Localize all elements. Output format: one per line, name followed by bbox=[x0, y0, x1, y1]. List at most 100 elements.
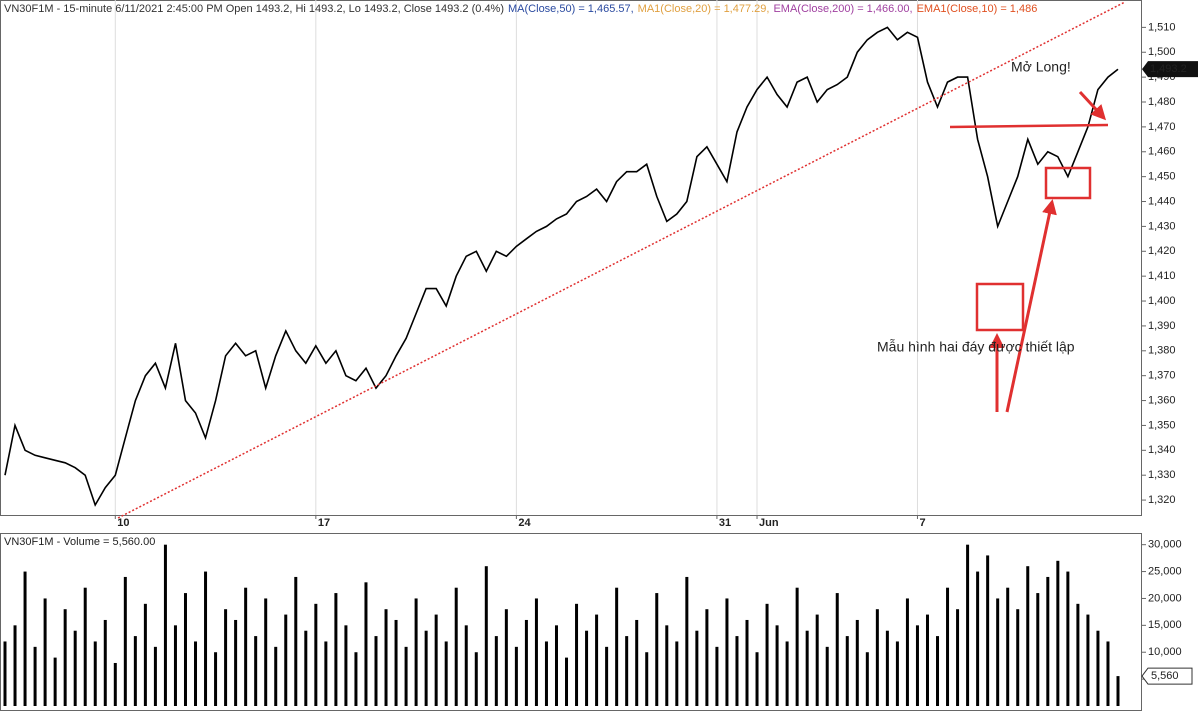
volume-bar bbox=[996, 598, 1000, 706]
volume-bar bbox=[655, 593, 659, 706]
volume-bar bbox=[1076, 603, 1080, 706]
volume-bar bbox=[464, 625, 468, 706]
volume-bar bbox=[524, 619, 528, 706]
volume-bar bbox=[63, 609, 67, 706]
last-value-tag bbox=[1141, 667, 1193, 685]
arrow bbox=[1078, 90, 1107, 121]
x-tick-label: 7 bbox=[919, 517, 925, 529]
volume-bar bbox=[1016, 609, 1020, 706]
volume-bar bbox=[875, 609, 879, 706]
volume-bar bbox=[304, 630, 308, 706]
y-tick-label: 1,390 bbox=[1148, 320, 1176, 332]
volume-bar bbox=[946, 587, 950, 706]
volume-bar bbox=[354, 652, 358, 706]
volume-bar bbox=[775, 625, 779, 706]
volume-bar bbox=[514, 646, 518, 706]
volume-bar bbox=[534, 598, 538, 706]
y-tick-label: 10,000 bbox=[1148, 646, 1182, 658]
volume-bar bbox=[665, 625, 669, 706]
volume-bar bbox=[1066, 571, 1070, 706]
y-tick-label: 1,360 bbox=[1148, 394, 1176, 406]
header-part: EMA(Close,200) = 1,466.00, bbox=[773, 3, 912, 15]
y-tick-label: 1,330 bbox=[1148, 469, 1176, 481]
grid bbox=[114, 0, 918, 515]
volume-bar bbox=[13, 625, 17, 706]
x-tick-label: 31 bbox=[719, 517, 731, 529]
volume-bar bbox=[364, 582, 368, 706]
y-tick-label: 1,350 bbox=[1148, 419, 1176, 431]
volume-bar bbox=[424, 630, 428, 706]
y-tick-label: 1,340 bbox=[1148, 444, 1176, 456]
volume-bar bbox=[905, 598, 909, 706]
volume-bar bbox=[725, 598, 729, 706]
annotation: Mở Long! bbox=[1011, 59, 1071, 75]
volume-bar bbox=[1006, 587, 1010, 706]
volume-bar bbox=[595, 614, 599, 706]
volume-bar bbox=[835, 593, 839, 706]
volume-bar bbox=[925, 614, 929, 706]
volume-bar bbox=[865, 652, 869, 706]
volume-bar bbox=[133, 636, 137, 706]
volume-bar bbox=[615, 587, 619, 706]
volume-bar bbox=[1096, 630, 1100, 706]
volume-bar bbox=[575, 603, 579, 706]
volume-bar bbox=[454, 587, 458, 706]
volume-bar bbox=[494, 636, 498, 706]
volume-bar bbox=[554, 625, 558, 706]
volume-title: VN30F1M - Volume = 5,560.00 bbox=[4, 536, 155, 548]
neckline bbox=[949, 123, 1109, 129]
volume-bar bbox=[264, 598, 268, 706]
last-value-label: 1,493.2 bbox=[1150, 63, 1187, 75]
volume-bar bbox=[23, 571, 27, 706]
volume-bar bbox=[484, 566, 488, 706]
volume-bar bbox=[143, 603, 147, 706]
last-value-label: 5,560 bbox=[1151, 670, 1179, 682]
volume-bar bbox=[153, 646, 157, 706]
volume-bar bbox=[855, 619, 859, 706]
volume-bar bbox=[314, 603, 318, 706]
volume-bar bbox=[755, 652, 759, 706]
y-tick-label: 1,510 bbox=[1148, 21, 1176, 33]
volume-bar bbox=[43, 598, 47, 706]
volume-bar bbox=[163, 544, 167, 706]
volume-bar bbox=[795, 587, 799, 706]
y-tick-label: 1,450 bbox=[1148, 171, 1176, 183]
header-part: EMA1(Close,10) = 1,486 bbox=[917, 3, 1038, 15]
volume-bar bbox=[214, 652, 218, 706]
price-line bbox=[4, 26, 1119, 507]
volume-bar bbox=[1046, 576, 1050, 706]
volume-bar bbox=[785, 641, 789, 706]
volume-bar bbox=[194, 641, 198, 706]
volume-bar bbox=[885, 630, 889, 706]
volume-bar bbox=[1116, 676, 1120, 706]
trend-line bbox=[117, 1, 1126, 519]
y-tick-label: 1,380 bbox=[1148, 345, 1176, 357]
volume-bar bbox=[324, 641, 328, 706]
x-tick-label: 17 bbox=[318, 517, 330, 529]
volume-bar bbox=[394, 619, 398, 706]
last-value-tag bbox=[1142, 61, 1198, 78]
annotation: Mẫu hình hai đáy được thiết lập bbox=[877, 339, 1075, 355]
volume-bar bbox=[986, 555, 990, 706]
volume-bar bbox=[53, 657, 57, 706]
volume-bar bbox=[123, 576, 127, 706]
volume-bar bbox=[625, 636, 629, 706]
y-tick-label: 1,400 bbox=[1148, 295, 1176, 307]
volume-bar bbox=[404, 646, 408, 706]
x-tick-label: 10 bbox=[117, 517, 129, 529]
header-part: MA1(Close,20) = 1,477.29, bbox=[638, 3, 770, 15]
volume-bar bbox=[1056, 560, 1060, 706]
y-tick-label: 1,460 bbox=[1148, 146, 1176, 158]
y-tick-label: 15,000 bbox=[1148, 619, 1182, 631]
volume-bar bbox=[334, 593, 338, 706]
volume-bar bbox=[805, 630, 809, 706]
volume-bar bbox=[976, 571, 980, 706]
volume-bar bbox=[294, 576, 298, 706]
volume-bar bbox=[605, 646, 609, 706]
y-tick-label: 1,470 bbox=[1148, 121, 1176, 133]
volume-bar bbox=[3, 641, 7, 706]
bottom-box bbox=[1044, 166, 1092, 200]
volume-bar bbox=[845, 636, 849, 706]
volume-bar bbox=[204, 571, 208, 706]
